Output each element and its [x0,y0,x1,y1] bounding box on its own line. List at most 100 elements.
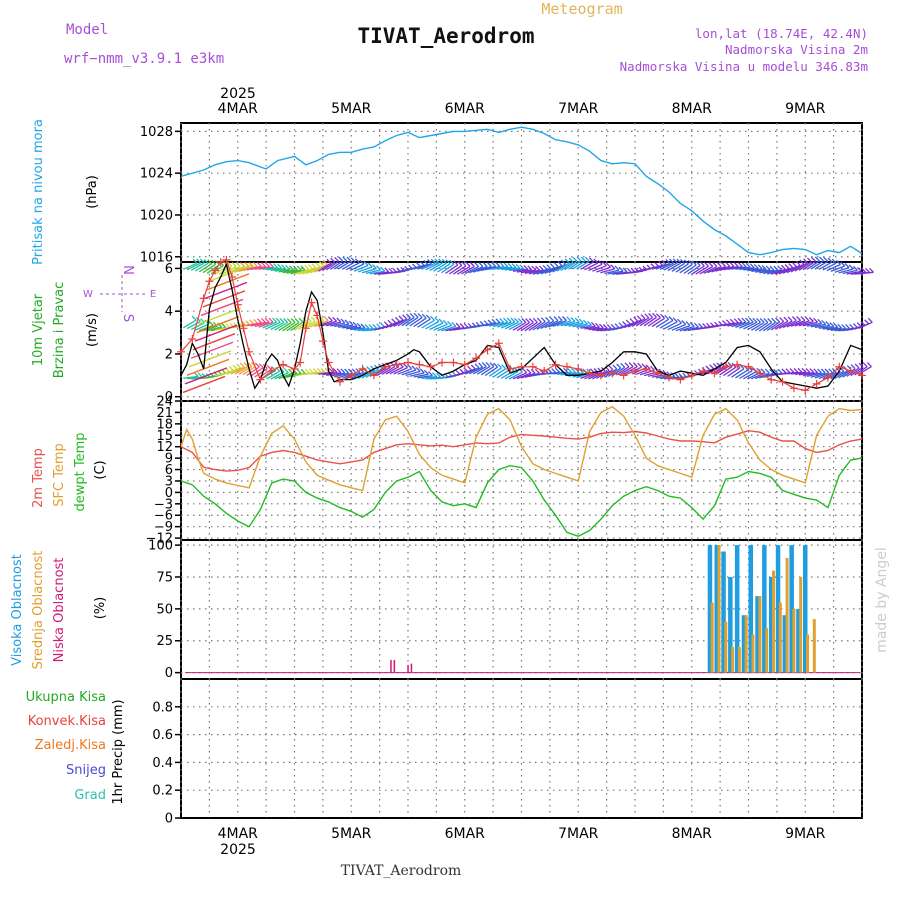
y-tick-label: 25 [156,634,173,649]
wind-arrow-head [856,322,862,328]
wind-arrow [619,366,634,375]
wind-arrow [389,319,404,328]
gust-point [256,375,265,384]
wind-arrow-head [227,261,233,267]
chart-content: 1028102410201016642024211815129630−3−6−9… [140,123,874,827]
wind-arrow-head [555,367,561,373]
wind-arrow [671,262,685,272]
gust-point [211,266,220,275]
wind-arrow [763,269,779,275]
gust-point [767,375,776,384]
wind-arrow-head [741,317,747,323]
wind-arrow [655,262,671,270]
bottom-date-7MAR: 7MAR [558,826,599,842]
wind-arrow [731,266,747,270]
wind-arrow [298,268,313,275]
wind-arrow-head [525,318,531,324]
wind-arrow [469,266,484,274]
wind-arrow-head [499,262,505,268]
gust-point [318,337,327,346]
wind-arrow [826,263,841,272]
precip-conv-legend: Konvek.Kisa [28,714,106,729]
y-tick-label: 6 [165,463,173,478]
cloud-mid-bar [758,596,762,673]
wind-arrow [278,269,294,273]
cloud-series-2 [390,659,413,673]
gust-point [358,364,367,373]
gust-point [665,373,674,382]
wind-arrow-head [640,314,646,320]
wind-arrow-head [709,364,715,370]
wind-arrow-head [330,257,336,263]
gust-point [846,367,855,376]
wind-arrow-head [411,365,417,371]
wind-arrow-head [438,318,444,324]
wind-arrow [508,268,524,272]
wind-arrow [655,318,670,328]
wind-arrow-head [517,367,523,373]
wind-arrow [183,375,199,379]
wind-arrow-head [601,261,607,267]
wind-arrow-head [387,319,393,325]
y-tick-label: 21 [156,406,173,421]
wind-arrow-head [764,368,770,374]
gust-point [426,362,435,371]
wind-arrow [608,270,624,275]
gust-point [307,298,316,307]
wind-arrow-head [799,259,805,265]
wind-arrow [318,371,334,375]
wind-arrow [794,262,808,272]
compass-west: W [83,289,93,300]
cloud-low-ylabel: Niska Oblacnost [52,558,67,663]
gust-point [699,367,708,376]
top-date-9MAR: 9MAR [785,101,826,117]
wind-arrow [202,263,216,274]
wind-arrow-head [660,313,665,319]
wind-arrow-head [451,321,457,327]
wind-arrow-head [545,316,550,322]
wind-arrow [190,322,205,330]
wind-arrow-head [759,318,765,323]
precip-total-legend: Ukupna Kisa [26,690,106,705]
wind-arrow [731,368,745,378]
wind-arrow [258,266,274,270]
cloud-mid-bar [717,545,721,673]
wind-arrow-head [590,321,596,327]
wind-arrow-head [809,368,815,374]
wind-arrow-head [777,368,783,374]
wind-arrow-head [765,265,771,271]
wind-arrow [453,265,467,275]
wind-arrow [266,370,281,380]
wind-arrow [302,320,316,330]
cloud-high-bar [748,545,753,673]
wind-arrow [655,375,671,379]
gust-point [608,369,617,378]
wind-arrow [524,269,540,275]
wind-arrow-head [503,262,509,268]
wind-arrow [834,369,848,380]
wind-arrow [472,365,487,375]
wind-arrow-head [366,366,372,372]
wind-arrow-head [652,312,657,318]
wind-arrow-head [622,321,628,326]
wind-arrow [520,321,534,332]
wind-arrow-head [699,261,705,267]
wind-arrow-head [275,317,281,323]
wind-arrow-head [648,312,654,318]
y-tick-label: 6 [165,262,173,277]
wind-arrow-head [363,261,369,266]
wind-arrow [838,268,854,274]
cloud-mid-bar [812,619,816,673]
wind-arrow-head [664,314,670,320]
wind-arrow [790,263,805,273]
wind-arrow [381,366,396,376]
wind-arrow [496,321,512,328]
wind-arrow [560,320,576,327]
wind-arrow-head [501,364,507,370]
wind-arrow-head [294,317,300,323]
wind-arrow-head [228,366,234,371]
wind-arrow-head [461,261,467,267]
wind-arrow-head [260,317,266,323]
wind-arrow [345,262,360,271]
gust-point [585,369,594,378]
